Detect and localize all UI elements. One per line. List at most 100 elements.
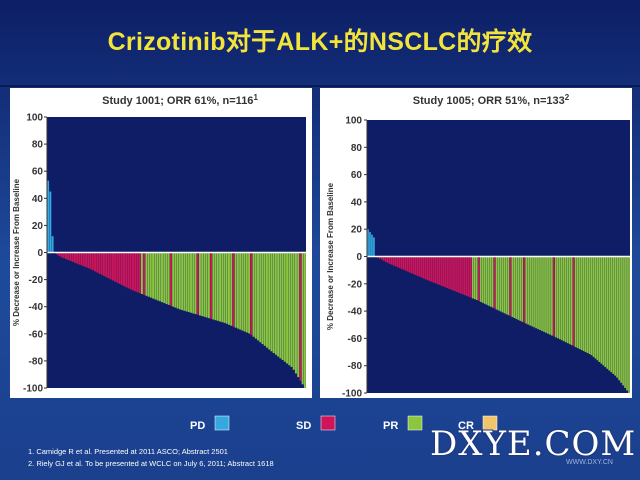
waterfall-bar-pr-1	[290, 252, 293, 367]
waterfall-bar-pr-1	[234, 252, 237, 328]
legend-swatch-pd	[214, 415, 230, 431]
waterfall-bar-sd-1	[85, 252, 88, 268]
waterfall-bar-sd-2	[390, 256, 393, 265]
waterfall-bar-pr-2	[612, 256, 615, 374]
footnote-1: 1. Camidge R et al. Presented at 2011 AS…	[28, 447, 228, 456]
waterfall-bar-pr-1	[243, 252, 246, 332]
waterfall-bar-sd-2	[416, 256, 419, 276]
waterfall-bar-sd-2	[464, 256, 466, 296]
waterfall-bar-sd-2	[458, 256, 460, 293]
waterfall-bar-sd-2	[404, 256, 407, 271]
waterfall-bar-pr-2	[564, 256, 567, 343]
waterfall-bar-sd-1	[58, 252, 61, 257]
waterfall-bar-sd-1	[82, 252, 85, 267]
waterfall-bar-pr-1	[181, 252, 184, 311]
waterfall-bar-pr-1	[241, 252, 244, 331]
waterfall-bar-sd-1	[71, 252, 74, 262]
waterfall-bar-pr-1	[221, 252, 224, 323]
waterfall-bar-pr-1	[263, 252, 266, 346]
waterfall-bar-pd-2	[369, 231, 371, 257]
waterfall-bar-sd-1	[123, 252, 125, 287]
waterfall-bar-pr-2	[485, 256, 488, 305]
waterfall-bar-sd-1	[100, 252, 103, 275]
footnote-2: 2. Riely GJ et al. To be presented at WC…	[28, 459, 274, 468]
waterfall-bar-pr-1	[277, 252, 280, 357]
y-tick-label-2: 40	[351, 197, 363, 208]
waterfall-bar-sd-2	[432, 256, 435, 283]
waterfall-bar-pr-1	[212, 252, 215, 320]
y-tick-label-2: 0	[356, 252, 362, 263]
waterfall-bar-sd-2	[424, 256, 427, 280]
y-tick-label-1: -20	[29, 275, 44, 286]
waterfall-bar-sd-1	[73, 252, 76, 263]
waterfall-bar-sd-1	[127, 252, 130, 289]
waterfall-bar-pr-2	[471, 256, 474, 299]
y-axis-label-1: % Decrease or Increase From Baseline	[12, 178, 21, 326]
y-tick-label-1: -80	[29, 356, 44, 367]
waterfall-bar-sd-1	[60, 252, 63, 258]
waterfall-bar-pr-1	[292, 252, 295, 370]
waterfall-bar-sd-1	[91, 252, 94, 271]
waterfall-bar-sd-1	[116, 252, 119, 283]
waterfall-bar-pr-2	[479, 256, 482, 302]
watermark-logo: DXYE.COM	[430, 424, 637, 464]
waterfall-bar-pr-2	[582, 256, 585, 352]
waterfall-bar-pr-1	[205, 252, 208, 318]
waterfall-bar-pr-2	[594, 256, 597, 359]
waterfall-bar-sd-2	[509, 256, 512, 317]
waterfall-bar-pd-1	[47, 180, 50, 253]
waterfall-bar-pr-2	[545, 256, 547, 333]
waterfall-bar-pr-2	[551, 256, 553, 336]
waterfall-bar-pr-2	[566, 256, 569, 344]
waterfall-bar-sd-2	[402, 256, 405, 270]
waterfall-bar-pr-2	[483, 256, 486, 304]
waterfall-bar-sd-2	[418, 256, 421, 277]
waterfall-bar-pr-2	[549, 256, 551, 335]
waterfall-bar-pr-2	[515, 256, 518, 319]
waterfall-bar-sd-2	[440, 256, 442, 286]
waterfall-bar-sd-1	[232, 252, 235, 327]
waterfall-bar-sd-1	[136, 252, 139, 293]
waterfall-bar-pr-1	[270, 252, 273, 352]
y-tick-label-2: -60	[348, 334, 363, 345]
waterfall-bar-pr-2	[586, 256, 589, 354]
waterfall-bar-pr-1	[161, 252, 163, 303]
waterfall-bar-sd-2	[396, 256, 399, 268]
waterfall-bar-pr-1	[274, 252, 277, 355]
waterfall-bar-pr-2	[533, 256, 535, 328]
waterfall-bar-pr-1	[272, 252, 275, 353]
waterfall-bar-sd-2	[456, 256, 458, 293]
waterfall-bar-sd-2	[388, 256, 391, 264]
waterfall-bar-pr-2	[622, 256, 624, 386]
waterfall-bar-pr-1	[152, 252, 155, 299]
legend-swatch-sd	[320, 415, 336, 431]
waterfall-bar-pr-1	[288, 252, 291, 366]
waterfall-bar-sd-1	[105, 252, 108, 278]
waterfall-bar-sd-1	[80, 252, 83, 266]
waterfall-bar-pr-1	[190, 252, 192, 313]
waterfall-bar-pr-2	[505, 256, 508, 315]
waterfall-bar-sd-1	[143, 252, 146, 295]
waterfall-bar-sd-1	[210, 252, 213, 319]
waterfall-bar-sd-2	[452, 256, 454, 291]
waterfall-bar-pr-1	[207, 252, 210, 319]
waterfall-bar-sd-1	[109, 252, 112, 280]
waterfall-bar-pr-1	[167, 252, 170, 305]
waterfall-bar-pr-1	[140, 252, 143, 294]
waterfall-bar-sd-2	[430, 256, 433, 282]
waterfall-bar-pr-2	[562, 256, 565, 342]
y-tick-label-1: 60	[32, 167, 44, 178]
waterfall-bar-sd-2	[428, 256, 431, 281]
waterfall-bar-sd-2	[572, 256, 575, 347]
waterfall-bar-pr-2	[598, 256, 601, 362]
y-tick-label-2: 80	[351, 143, 363, 154]
waterfall-bar-sd-2	[444, 256, 446, 288]
waterfall-bar-pr-1	[283, 252, 286, 362]
waterfall-bar-pr-2	[499, 256, 502, 312]
waterfall-bar-pr-2	[608, 256, 611, 371]
waterfall-bar-pr-1	[149, 252, 152, 298]
waterfall-bar-pr-1	[281, 252, 284, 360]
waterfall-bar-sd-1	[111, 252, 114, 281]
waterfall-bar-sd-2	[442, 256, 444, 287]
waterfall-bar-pr-2	[558, 256, 561, 340]
